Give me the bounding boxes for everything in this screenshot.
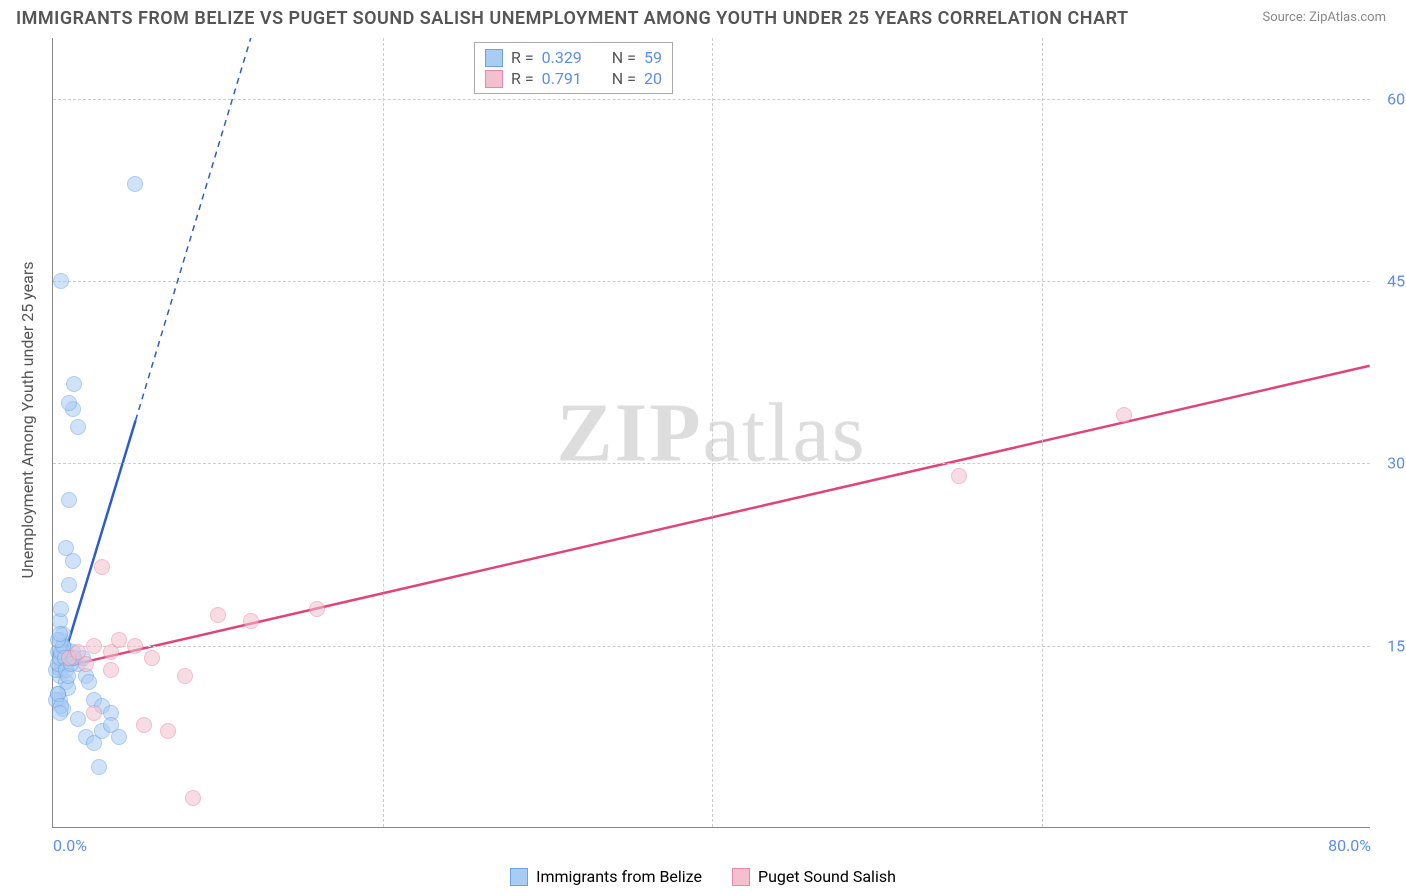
data-point (70, 711, 86, 727)
legend-swatch (485, 70, 503, 88)
data-point (53, 273, 69, 289)
data-point (309, 601, 325, 617)
y-tick-label: 30.0% (1375, 454, 1406, 473)
data-point (52, 626, 68, 642)
data-point (136, 717, 152, 733)
data-point (86, 705, 102, 721)
r-label: R = (511, 48, 534, 67)
data-point (61, 577, 77, 593)
n-value: 59 (644, 48, 662, 67)
data-point (70, 419, 86, 435)
data-point (86, 638, 102, 654)
data-point (111, 632, 127, 648)
legend-item: Immigrants from Belize (510, 867, 702, 886)
legend-label: Immigrants from Belize (536, 867, 702, 886)
series-legend: Immigrants from Belize Puget Sound Salis… (0, 867, 1406, 886)
data-point (951, 468, 967, 484)
data-point (61, 492, 77, 508)
data-point (103, 662, 119, 678)
x-tick-label: 0.0% (53, 836, 87, 855)
y-tick-label: 15.0% (1375, 636, 1406, 655)
y-axis-label: Unemployment Among Youth under 25 years (18, 261, 37, 578)
n-value: 20 (644, 69, 662, 88)
source-label: Source: ZipAtlas.com (1262, 10, 1386, 25)
correlation-legend: R = 0.329 N = 59 R = 0.791 N = 20 (474, 42, 673, 94)
plot-area: ZIPatlas 15.0%30.0%45.0%60.0%0.0%80.0% (52, 38, 1370, 828)
trend-line-dashed (136, 38, 251, 420)
gridline-vertical (383, 38, 384, 827)
data-point (111, 729, 127, 745)
data-point (53, 601, 69, 617)
gridline-vertical (712, 38, 713, 827)
data-point (94, 559, 110, 575)
x-tick-label: 80.0% (1328, 836, 1371, 855)
data-point (210, 607, 226, 623)
legend-label: Puget Sound Salish (758, 867, 896, 886)
data-point (52, 705, 68, 721)
data-point (61, 395, 77, 411)
data-point (243, 613, 259, 629)
r-label: R = (511, 69, 534, 88)
data-point (127, 638, 143, 654)
data-point (127, 176, 143, 192)
chart-title: IMMIGRANTS FROM BELIZE VS PUGET SOUND SA… (16, 8, 1129, 29)
data-point (91, 759, 107, 775)
legend-row: R = 0.329 N = 59 (485, 47, 662, 68)
legend-row: R = 0.791 N = 20 (485, 68, 662, 89)
r-value: 0.329 (542, 48, 582, 67)
data-point (160, 723, 176, 739)
n-label: N = (612, 48, 636, 67)
legend-swatch (485, 49, 503, 67)
data-point (185, 790, 201, 806)
legend-item: Puget Sound Salish (732, 867, 896, 886)
data-point (144, 650, 160, 666)
legend-swatch (732, 868, 750, 886)
r-value: 0.791 (542, 69, 582, 88)
data-point (66, 376, 82, 392)
data-point (78, 656, 94, 672)
data-point (177, 668, 193, 684)
n-label: N = (612, 69, 636, 88)
y-tick-label: 45.0% (1375, 272, 1406, 291)
data-point (58, 540, 74, 556)
gridline-vertical (1042, 38, 1043, 827)
y-tick-label: 60.0% (1375, 89, 1406, 108)
data-point (1116, 407, 1132, 423)
legend-swatch (510, 868, 528, 886)
data-point (81, 674, 97, 690)
